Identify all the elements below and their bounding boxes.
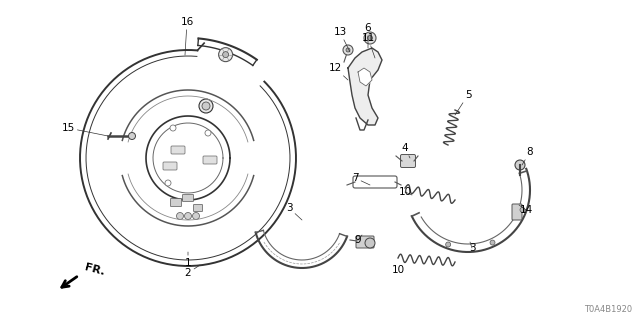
Text: 6: 6 bbox=[365, 23, 371, 48]
FancyBboxPatch shape bbox=[171, 146, 185, 154]
Circle shape bbox=[193, 212, 200, 220]
Text: 10: 10 bbox=[399, 187, 412, 197]
Circle shape bbox=[177, 212, 184, 220]
Circle shape bbox=[202, 102, 210, 110]
FancyBboxPatch shape bbox=[163, 162, 177, 170]
Text: FR.: FR. bbox=[83, 262, 106, 277]
Text: 4: 4 bbox=[402, 143, 410, 158]
Circle shape bbox=[223, 52, 228, 58]
Text: 8: 8 bbox=[522, 147, 533, 165]
Polygon shape bbox=[348, 48, 382, 125]
Circle shape bbox=[515, 160, 525, 170]
Text: 5: 5 bbox=[455, 90, 471, 115]
FancyBboxPatch shape bbox=[182, 195, 193, 202]
Text: 3: 3 bbox=[285, 203, 302, 220]
FancyBboxPatch shape bbox=[512, 204, 522, 220]
Circle shape bbox=[490, 240, 495, 245]
Text: 15: 15 bbox=[61, 123, 108, 136]
Text: 13: 13 bbox=[333, 27, 350, 52]
FancyBboxPatch shape bbox=[356, 236, 374, 248]
Circle shape bbox=[129, 132, 136, 140]
Text: 10: 10 bbox=[392, 262, 405, 275]
Circle shape bbox=[445, 242, 451, 247]
Circle shape bbox=[219, 48, 232, 62]
Circle shape bbox=[365, 238, 375, 248]
Circle shape bbox=[367, 36, 372, 41]
Polygon shape bbox=[358, 68, 372, 86]
FancyBboxPatch shape bbox=[203, 156, 217, 164]
Circle shape bbox=[346, 48, 350, 52]
Circle shape bbox=[199, 99, 213, 113]
Circle shape bbox=[205, 130, 211, 136]
FancyBboxPatch shape bbox=[401, 155, 415, 167]
Text: 11: 11 bbox=[362, 33, 375, 58]
Text: 1: 1 bbox=[185, 252, 191, 268]
Text: 14: 14 bbox=[519, 205, 532, 215]
Text: 16: 16 bbox=[180, 17, 194, 55]
Circle shape bbox=[165, 180, 171, 186]
Text: 7: 7 bbox=[352, 173, 370, 185]
Circle shape bbox=[364, 32, 376, 44]
Text: 2: 2 bbox=[185, 265, 200, 278]
Circle shape bbox=[170, 125, 176, 131]
FancyBboxPatch shape bbox=[170, 198, 182, 206]
FancyBboxPatch shape bbox=[193, 204, 202, 212]
Circle shape bbox=[343, 45, 353, 55]
Text: 12: 12 bbox=[328, 63, 348, 80]
Circle shape bbox=[520, 207, 525, 212]
Text: 9: 9 bbox=[355, 235, 362, 245]
Circle shape bbox=[184, 212, 191, 220]
Text: 3: 3 bbox=[468, 242, 476, 253]
Text: T0A4B1920: T0A4B1920 bbox=[584, 305, 632, 314]
